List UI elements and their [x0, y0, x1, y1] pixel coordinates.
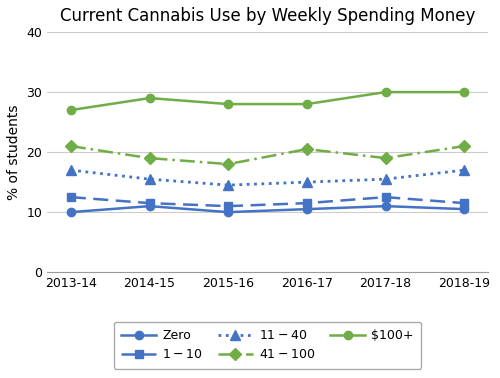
Y-axis label: % of students: % of students [7, 104, 21, 200]
Title: Current Cannabis Use by Weekly Spending Money: Current Cannabis Use by Weekly Spending … [60, 7, 475, 25]
Legend: Zero, $1-$10, $11-$40, $41-$100, $100+: Zero, $1-$10, $11-$40, $41-$100, $100+ [114, 322, 422, 369]
